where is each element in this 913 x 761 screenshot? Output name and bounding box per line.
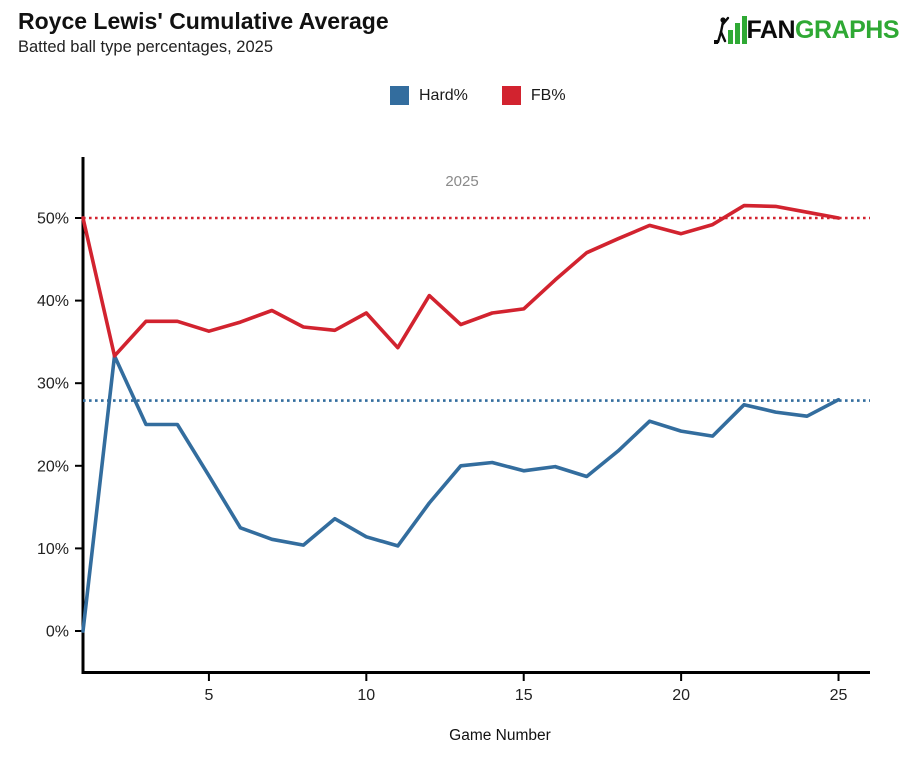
year-annotation: 2025	[445, 173, 478, 190]
fb-line	[81, 203, 841, 358]
batter-silhouette	[716, 16, 729, 44]
chart-legend: Hard% FB%	[390, 86, 566, 105]
y-tick-label: 40%	[37, 293, 69, 310]
y-tick-label: 30%	[37, 376, 69, 393]
logo-graphs: GRAPHS	[795, 16, 899, 44]
x-tick-label: 20	[672, 687, 690, 704]
x-tick-label: 5	[204, 687, 213, 704]
legend-label: Hard%	[419, 86, 468, 104]
fangraphs-logo: FANGRAPHS	[711, 13, 899, 47]
x-tick-label: 10	[357, 687, 375, 704]
y-tick-label: 0%	[46, 624, 69, 641]
logo-fan: FAN	[746, 16, 796, 44]
legend-swatch	[501, 86, 521, 105]
hard-line	[81, 354, 841, 633]
legend-item-hard: Hard%	[390, 86, 468, 105]
page-subtitle: Batted ball type percentages, 2025	[18, 38, 274, 56]
logo-text: FANGRAPHS	[746, 13, 900, 47]
x-axis-title: Game Number	[449, 727, 551, 744]
page-title: Royce Lewis' Cumulative Average	[18, 8, 389, 34]
y-tick-label: 20%	[37, 458, 69, 475]
fangraphs-logo-icon	[713, 16, 747, 44]
x-tick-label: 15	[515, 687, 533, 704]
y-tick-label: 50%	[37, 211, 69, 228]
legend-item-fb: FB%	[501, 86, 566, 105]
y-tick-label: 10%	[37, 541, 69, 558]
legend-swatch	[390, 86, 409, 105]
x-tick-label: 25	[830, 687, 848, 704]
legend-label: FB%	[530, 86, 566, 104]
